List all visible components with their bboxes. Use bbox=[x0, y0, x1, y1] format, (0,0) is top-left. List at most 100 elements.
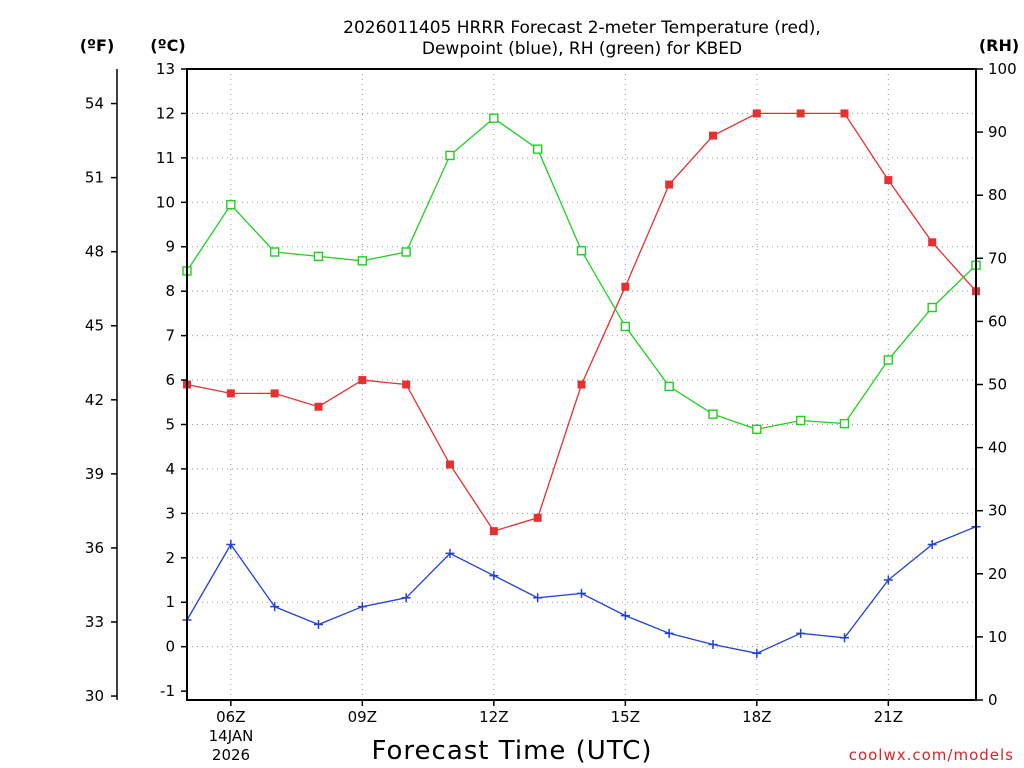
rh-point bbox=[357, 256, 368, 266]
rh-point bbox=[445, 150, 455, 161]
temperature-point bbox=[840, 109, 849, 118]
fahrenheit-tick-label: 30 bbox=[85, 687, 104, 705]
rh-tick-label: 100 bbox=[988, 60, 1017, 78]
celsius-tick-label: 8 bbox=[165, 282, 175, 300]
rh-tick-label: 10 bbox=[988, 628, 1007, 646]
chart-title-line2: Dewpoint (blue), RH (green) for KBED bbox=[422, 39, 742, 59]
dewpoint-point bbox=[664, 628, 674, 638]
grid-lines bbox=[187, 69, 976, 700]
x-tick-label: 09Z bbox=[348, 708, 377, 726]
dewpoint-point bbox=[840, 633, 849, 643]
rh-tick-label: 40 bbox=[988, 439, 1007, 457]
temperature-point bbox=[796, 109, 805, 118]
rh-point bbox=[401, 247, 411, 257]
fahrenheit-tick-label: 39 bbox=[85, 465, 104, 483]
rh-point bbox=[927, 302, 937, 313]
rh-tick-label: 20 bbox=[988, 565, 1007, 583]
credit-text: coolwx.com/models bbox=[849, 746, 1014, 764]
dewpoint-point bbox=[226, 539, 236, 549]
celsius-tick-label: 3 bbox=[165, 504, 175, 522]
temperature-point bbox=[489, 527, 498, 536]
rh-point bbox=[620, 321, 631, 332]
temperature-point bbox=[928, 238, 937, 247]
fahrenheit-tick-label: 42 bbox=[85, 391, 104, 409]
temperature-point bbox=[446, 460, 454, 469]
rh-point bbox=[576, 246, 587, 256]
celsius-tick-label: 5 bbox=[165, 415, 175, 433]
fahrenheit-tick-label: 45 bbox=[85, 317, 104, 335]
temperature-point bbox=[665, 180, 674, 189]
x-tick-label: 18Z bbox=[742, 708, 771, 726]
temperature-point bbox=[752, 109, 761, 118]
rh-tick-label: 70 bbox=[988, 249, 1007, 267]
chart-title-line1: 2026011405 HRRR Forecast 2-meter Tempera… bbox=[343, 18, 821, 38]
rh-tick-label: 80 bbox=[988, 186, 1007, 204]
celsius-tick-label: 0 bbox=[165, 638, 175, 656]
x-tick-label: 15Z bbox=[611, 708, 640, 726]
temperature-point bbox=[358, 376, 367, 385]
celsius-tick-label: 10 bbox=[156, 193, 175, 211]
celsius-tick-label: 13 bbox=[156, 60, 175, 78]
x-tick-label: 12Z bbox=[479, 708, 508, 726]
fahrenheit-tick-label: 36 bbox=[85, 539, 104, 557]
rh-tick-label: 90 bbox=[988, 123, 1007, 141]
rh-point bbox=[708, 409, 718, 419]
dewpoint-point bbox=[533, 593, 543, 603]
dewpoint-point bbox=[577, 588, 586, 598]
celsius-tick-label: 9 bbox=[165, 238, 175, 256]
rh-point bbox=[532, 144, 543, 154]
dewpoint-point bbox=[927, 539, 937, 549]
dewpoint-point bbox=[357, 602, 367, 612]
celsius-tick-label: 12 bbox=[156, 104, 175, 122]
celsius-tick-label: -1 bbox=[160, 682, 175, 700]
dewpoint-point bbox=[445, 548, 455, 558]
x-tick-label: 06Z bbox=[216, 708, 245, 726]
date-label-year: 2026 bbox=[212, 746, 250, 764]
temperature-point bbox=[270, 389, 279, 398]
celsius-tick-label: 4 bbox=[165, 460, 175, 478]
series-group bbox=[182, 109, 981, 658]
dewpoint-point bbox=[270, 602, 280, 612]
rh-point bbox=[839, 418, 850, 429]
rh-tick-label: 60 bbox=[988, 312, 1007, 330]
x-axis-title: Forecast Time (UTC) bbox=[371, 736, 652, 766]
fahrenheit-unit-label: (ºF) bbox=[80, 36, 115, 55]
rh-point bbox=[664, 381, 674, 392]
date-label-day: 14JAN bbox=[209, 727, 254, 745]
x-tick-label: 21Z bbox=[874, 708, 903, 726]
celsius-tick-label: 6 bbox=[165, 371, 175, 389]
dewpoint-point bbox=[708, 639, 718, 649]
axes-group: 06Z 09Z 12Z 15Z 18Z 21Z-101234567891011121330… bbox=[85, 60, 1017, 726]
temperature-series bbox=[183, 109, 980, 536]
temperature-point bbox=[884, 176, 893, 185]
dewpoint-point bbox=[401, 593, 411, 603]
dewpoint-point bbox=[489, 571, 499, 581]
rh-point bbox=[269, 247, 280, 257]
temperature-point bbox=[314, 402, 323, 411]
rh-unit-label: (RH) bbox=[979, 36, 1019, 55]
dewpoint-point bbox=[314, 619, 323, 629]
rh-series bbox=[182, 113, 981, 435]
rh-point bbox=[313, 251, 324, 262]
celsius-unit-label: (ºC) bbox=[150, 36, 185, 55]
temperature-point bbox=[226, 389, 235, 398]
celsius-tick-label: 11 bbox=[156, 149, 175, 167]
rh-point bbox=[226, 199, 236, 210]
fahrenheit-tick-label: 33 bbox=[85, 613, 104, 631]
temperature-point bbox=[402, 380, 411, 389]
rh-tick-label: 30 bbox=[988, 502, 1007, 520]
dewpoint-point bbox=[796, 628, 806, 638]
fahrenheit-tick-label: 54 bbox=[85, 95, 104, 113]
fahrenheit-tick-label: 48 bbox=[85, 243, 104, 261]
fahrenheit-tick-label: 51 bbox=[85, 169, 104, 187]
rh-point bbox=[752, 424, 762, 435]
dewpoint-point bbox=[752, 648, 762, 658]
temperature-point bbox=[621, 282, 630, 291]
temperature-point bbox=[577, 380, 586, 389]
dewpoint-series bbox=[182, 522, 981, 658]
rh-tick-label: 50 bbox=[988, 376, 1007, 394]
celsius-tick-label: 7 bbox=[165, 327, 175, 345]
celsius-tick-label: 2 bbox=[165, 549, 175, 567]
temperature-point bbox=[709, 131, 717, 140]
